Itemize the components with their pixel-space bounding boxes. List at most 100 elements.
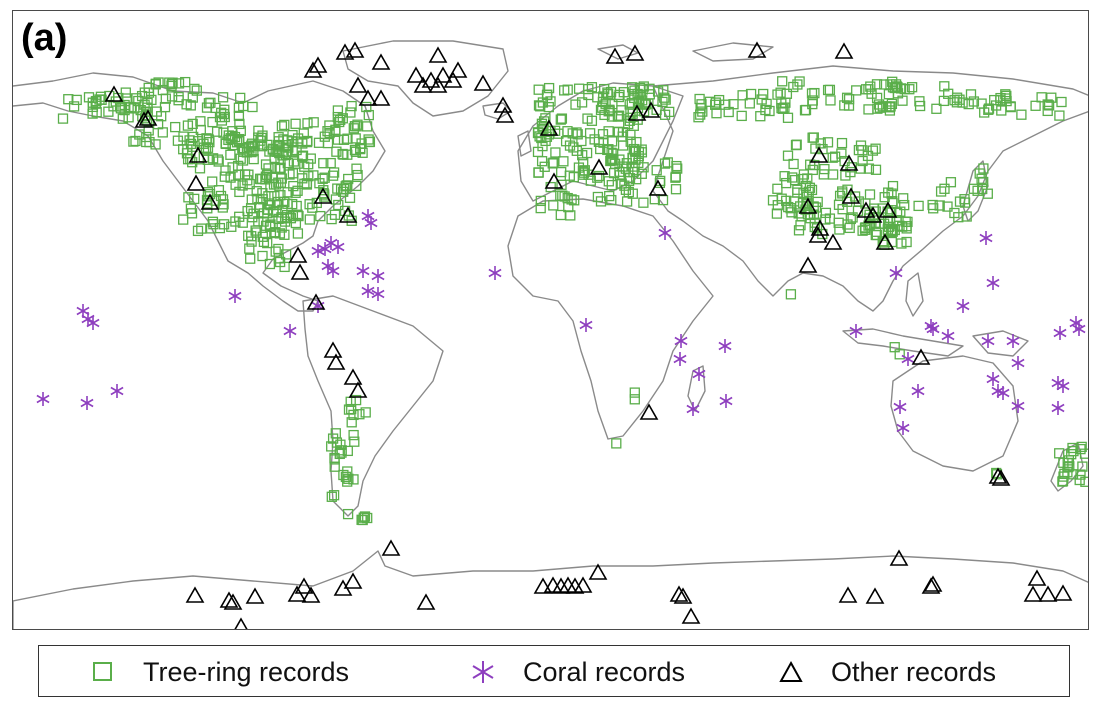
tree-ring-marker: [627, 153, 639, 164]
tree-ring-marker: [290, 118, 301, 129]
coral-marker: [371, 287, 385, 301]
tree-ring-marker: [248, 153, 259, 165]
tree-ring-marker: [279, 119, 290, 131]
tree-ring-marker: [274, 256, 286, 268]
other-marker: [573, 576, 593, 593]
tree-ring-marker: [629, 387, 640, 398]
tree-ring-marker: [325, 157, 336, 169]
other-marker: [188, 146, 208, 163]
tree-ring-marker: [837, 188, 848, 199]
tree-ring-marker: [839, 155, 850, 167]
tree-ring-marker: [270, 246, 281, 257]
tree-ring-marker: [761, 98, 772, 110]
tree-ring-marker: [63, 94, 74, 105]
other-marker: [433, 66, 453, 83]
tree-ring-marker: [845, 213, 856, 225]
other-marker: [303, 61, 323, 78]
tree-ring-marker: [760, 104, 771, 116]
coast-philippines: [905, 272, 924, 317]
tree-ring-marker: [695, 109, 706, 120]
tree-ring-marker: [202, 142, 214, 153]
tree-ring-marker: [620, 163, 631, 174]
tree-ring-marker: [570, 99, 581, 110]
tree-ring-marker: [265, 199, 276, 211]
other-marker: [823, 233, 843, 250]
other-marker: [358, 89, 378, 106]
open-square-icon: [93, 662, 112, 681]
tree-ring-marker: [326, 441, 337, 452]
tree-ring-marker: [628, 166, 639, 178]
tree-ring-marker: [1056, 96, 1067, 108]
tree-ring-marker: [227, 162, 238, 173]
tree-ring-marker: [360, 407, 371, 418]
tree-ring-marker: [889, 342, 900, 353]
tree-ring-marker: [736, 110, 747, 122]
tree-ring-marker: [244, 243, 255, 254]
tree-ring-marker: [254, 173, 266, 184]
tree-ring-marker: [870, 143, 881, 154]
tree-ring-marker: [898, 193, 909, 204]
tree-ring-marker: [142, 97, 153, 109]
other-marker: [543, 576, 563, 593]
tree-ring-marker: [654, 177, 666, 189]
tree-ring-marker: [239, 169, 251, 180]
coral-markers: [36, 209, 1086, 435]
other-marker: [421, 71, 441, 88]
other-marker: [589, 158, 609, 175]
other-marker: [473, 74, 493, 91]
other-marker: [294, 577, 314, 594]
tree-ring-marker: [644, 83, 655, 94]
tree-ring-marker: [150, 78, 161, 89]
tree-ring-marker: [807, 164, 818, 176]
tree-ring-marker: [129, 103, 140, 114]
tree-ring-marker: [627, 106, 638, 117]
tree-ring-marker: [631, 174, 642, 185]
coastlines: [13, 40, 1088, 629]
tree-ring-marker: [884, 102, 895, 113]
tree-ring-marker: [772, 183, 783, 194]
legend-label-other: Other records: [831, 656, 997, 687]
other-marker: [245, 587, 265, 604]
tree-ring-marker: [160, 93, 171, 104]
tree-ring-marker: [807, 95, 818, 106]
tree-ring-marker: [887, 180, 899, 192]
tree-ring-marker: [659, 158, 671, 169]
tree-ring-marker: [1054, 110, 1065, 121]
tree-ring-marker: [336, 445, 347, 456]
tree-ring-marker: [775, 87, 786, 98]
tree-ring-marker: [806, 88, 818, 99]
other-marker: [301, 586, 321, 603]
tree-ring-marker: [257, 250, 268, 262]
tree-ring-marker: [1077, 461, 1088, 472]
tree-ring-marker: [562, 84, 573, 95]
tree-ring-marker: [1075, 443, 1086, 455]
tree-ring-marker: [805, 159, 816, 170]
tree-ring-marker: [792, 79, 803, 90]
tree-ring-marker: [548, 200, 559, 211]
coast-greenland: [342, 40, 509, 117]
tree-ring-marker: [245, 253, 256, 264]
legend-item-other: Other records: [779, 646, 996, 698]
tree-ring-marker: [840, 170, 851, 181]
other-marker: [443, 71, 463, 88]
tree-ring-marker: [745, 88, 757, 100]
tree-ring-marker: [279, 196, 290, 208]
other-marker: [808, 226, 828, 243]
coral-marker: [673, 352, 687, 366]
tree-ring-marker: [787, 172, 798, 183]
tree-ring-marker: [304, 214, 315, 225]
other-marker: [134, 111, 154, 128]
other-marker: [809, 146, 829, 163]
tree-ring-marker: [659, 92, 670, 103]
coral-marker: [1011, 356, 1025, 370]
tree-ring-marker: [103, 106, 114, 117]
coral-marker: [326, 264, 340, 278]
tree-ring-marker: [569, 195, 580, 206]
tree-ring-marker: [603, 176, 614, 187]
tree-ring-marker: [202, 187, 214, 198]
tree-ring-marker: [538, 123, 549, 135]
tree-ring-marker: [288, 156, 300, 167]
tree-ring-marker: [207, 176, 218, 187]
coral-marker: [996, 386, 1010, 400]
tree-ring-marker: [235, 92, 246, 104]
